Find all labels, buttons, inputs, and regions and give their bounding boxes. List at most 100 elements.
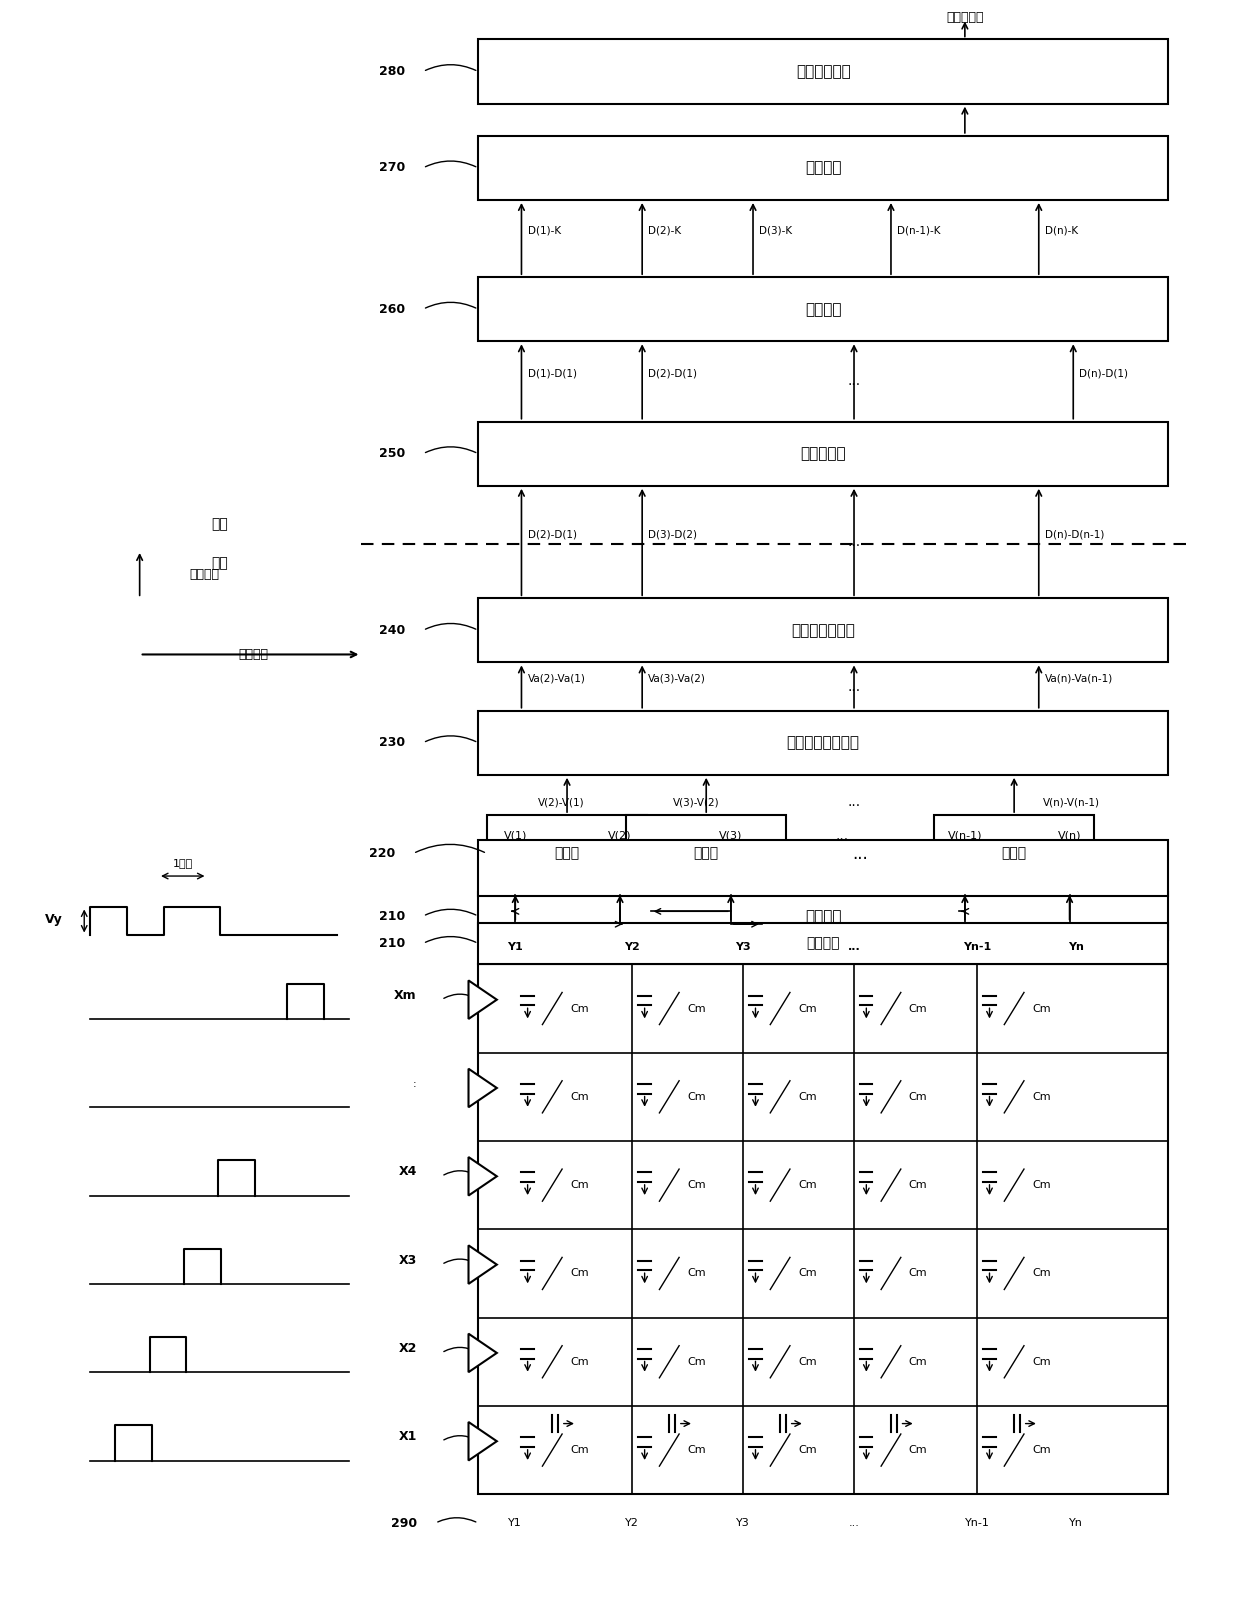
Polygon shape [469,980,497,1018]
Bar [479,599,1168,662]
Text: Y1: Y1 [508,1519,522,1528]
Text: Cm: Cm [909,1269,928,1278]
Text: Cm: Cm [797,1269,816,1278]
Text: 侦测电路: 侦测电路 [806,936,839,951]
Text: ...: ... [847,796,861,809]
Text: Cm: Cm [797,1091,816,1102]
Text: Cm: Cm [1032,1004,1050,1014]
Text: Cm: Cm [909,1180,928,1190]
Text: V(n): V(n) [1058,831,1081,841]
Bar [479,923,1168,964]
Text: V(n-1): V(n-1) [947,831,982,841]
Text: ...: ... [852,844,868,862]
Text: 解调变装置: 解调变装置 [800,445,846,462]
Text: Y3: Y3 [737,1519,750,1528]
Text: ...: ... [848,1519,859,1528]
Text: D(n)-D(1): D(n)-D(1) [1079,368,1128,378]
Text: Cm: Cm [1032,1357,1050,1367]
Text: ...: ... [847,374,861,389]
Bar [479,964,1168,1495]
Text: ...: ... [848,941,861,952]
Text: X1: X1 [398,1430,417,1443]
Text: 270: 270 [379,161,405,174]
Text: Va(3)-Va(2): Va(3)-Va(2) [649,673,707,684]
Text: Yn-1: Yn-1 [963,941,991,952]
Text: ...: ... [847,679,861,694]
Text: Cm: Cm [797,1004,816,1014]
Text: 减法器: 减法器 [693,847,719,860]
Bar [479,278,1168,341]
Text: 280: 280 [379,65,405,77]
Text: 第二方向: 第二方向 [238,647,268,662]
Text: :: : [413,1078,417,1088]
Text: Cm: Cm [687,1269,706,1278]
Text: Y2: Y2 [625,1519,640,1528]
Text: 侦测电路: 侦测电路 [805,909,842,923]
Text: 210: 210 [379,910,405,923]
Text: Cm: Cm [570,1180,589,1190]
Text: Cm: Cm [1032,1091,1050,1102]
Text: V(2): V(2) [609,831,631,841]
Polygon shape [469,1068,497,1107]
Text: Cm: Cm [1032,1269,1050,1278]
Text: Cm: Cm [687,1004,706,1014]
Text: V(3)-V(2): V(3)-V(2) [673,797,719,807]
Polygon shape [469,1422,497,1461]
Text: Cm: Cm [687,1357,706,1367]
Text: Y3: Y3 [735,941,751,952]
Text: Cm: Cm [797,1180,816,1190]
Text: Cm: Cm [687,1180,706,1190]
Polygon shape [469,1246,497,1283]
Polygon shape [469,1157,497,1196]
Text: Y2: Y2 [625,941,640,952]
Text: Cm: Cm [909,1091,928,1102]
Text: 第一方向: 第一方向 [188,568,219,581]
Bar [626,815,786,893]
Text: 坐标判断装置: 坐标判断装置 [796,65,851,79]
Text: 减法器: 减法器 [554,847,579,860]
Bar [479,893,1168,941]
Text: 260: 260 [379,303,405,316]
Text: D(3)-K: D(3)-K [759,226,792,236]
Text: Y1: Y1 [507,941,523,952]
Text: D(1)-K: D(1)-K [528,226,560,236]
Bar [479,710,1168,775]
Text: ...: ... [835,830,848,843]
Text: D(n)-D(n-1): D(n)-D(n-1) [1045,529,1105,539]
Text: D(n)-K: D(n)-K [1045,226,1078,236]
Bar [479,421,1168,486]
Text: Cm: Cm [909,1004,928,1014]
Text: D(2)-D(1): D(2)-D(1) [528,529,577,539]
Text: Va(2)-Va(1): Va(2)-Va(1) [528,673,585,684]
Text: Cm: Cm [570,1357,589,1367]
Text: 220: 220 [370,847,396,860]
Text: 230: 230 [379,736,405,749]
Text: D(3)-D(2): D(3)-D(2) [649,529,697,539]
Text: Cm: Cm [1032,1180,1050,1190]
Text: D(1)-D(1): D(1)-D(1) [528,368,577,378]
Text: Yn: Yn [1068,941,1084,952]
Text: Cm: Cm [909,1357,928,1367]
Text: Vy: Vy [45,914,62,926]
Text: 250: 250 [379,447,405,460]
Text: V(3): V(3) [719,831,743,841]
Text: Cm: Cm [1032,1445,1050,1456]
Text: 模拟: 模拟 [211,555,228,570]
Text: 1周期: 1周期 [172,859,193,868]
Text: V(1): V(1) [503,831,527,841]
Text: X4: X4 [398,1165,417,1178]
Text: D(n-1)-K: D(n-1)-K [897,226,941,236]
Text: Cm: Cm [570,1269,589,1278]
Text: X3: X3 [398,1254,417,1267]
Text: Va(n)-Va(n-1): Va(n)-Va(n-1) [1045,673,1114,684]
Text: 模拟数字转换器: 模拟数字转换器 [791,623,856,638]
Text: 210: 210 [379,938,405,951]
Text: V(n)-V(n-1): V(n)-V(n-1) [1043,797,1100,807]
Text: 可编程增益放大器: 可编程增益放大器 [786,736,859,751]
Text: 240: 240 [379,625,405,638]
Bar [479,839,1168,896]
Bar [934,815,1094,893]
Bar [479,136,1168,200]
Text: 减法器: 减法器 [1002,847,1027,860]
Text: 数字: 数字 [211,518,228,531]
